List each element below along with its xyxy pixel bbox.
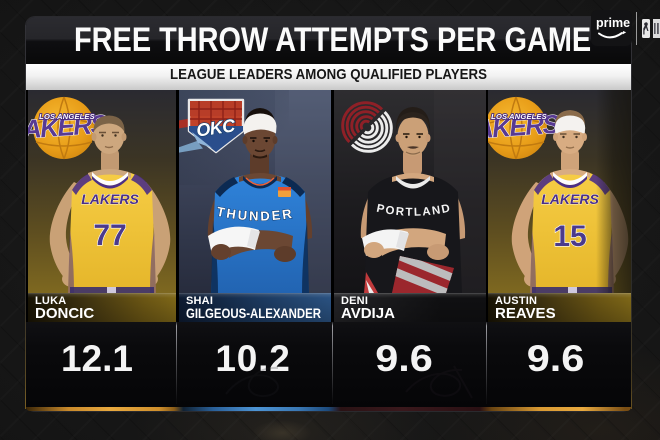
svg-text:15: 15 xyxy=(553,220,586,253)
svg-text:LOS ANGELES: LOS ANGELES xyxy=(39,112,95,121)
svg-text:THUNDER: THUNDER xyxy=(215,204,294,224)
svg-text:PORTLAND: PORTLAND xyxy=(375,202,452,219)
svg-text:77: 77 xyxy=(93,219,126,252)
svg-text:LOS ANGELES: LOS ANGELES xyxy=(491,112,547,121)
svg-text:LAKERS: LAKERS xyxy=(541,191,599,207)
svg-text:LAKERS: LAKERS xyxy=(81,191,139,207)
